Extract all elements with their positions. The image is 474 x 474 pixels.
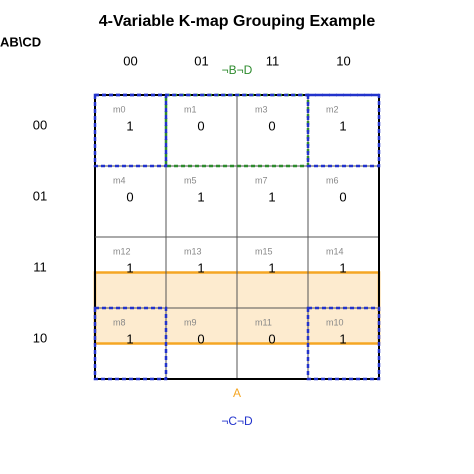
minterm-label: m6 <box>326 175 339 185</box>
cell-value: 0 <box>197 331 204 346</box>
cell-value: 1 <box>339 118 346 133</box>
minterm-label: m4 <box>113 175 126 185</box>
minterm-label: m11 <box>255 317 272 327</box>
minterm-label: m15 <box>255 246 273 256</box>
column-header: 00 <box>123 53 137 68</box>
cell-value: 1 <box>268 260 275 275</box>
group-label: A <box>233 386 241 400</box>
minterm-label: m9 <box>184 317 197 327</box>
minterm-label: m12 <box>113 246 131 256</box>
column-header: 10 <box>336 53 350 68</box>
row-label: 00 <box>33 117 47 132</box>
cell-value: 1 <box>197 260 204 275</box>
cell-value: 1 <box>268 189 275 204</box>
minterm-label: m13 <box>184 246 202 256</box>
row-label: 01 <box>33 188 47 203</box>
cell-value: 1 <box>126 260 133 275</box>
group-box <box>306 306 381 381</box>
minterm-label: m10 <box>326 317 344 327</box>
cell-value: 0 <box>268 331 275 346</box>
minterm-label: m5 <box>184 175 197 185</box>
minterm-label: m1 <box>184 104 197 114</box>
minterm-label: m2 <box>326 104 339 114</box>
row-label: 11 <box>33 259 47 274</box>
cell-value: 0 <box>268 118 275 133</box>
row-label: 10 <box>33 330 47 345</box>
group-label: ¬B¬D <box>222 63 253 77</box>
minterm-label: m7 <box>255 175 268 185</box>
cell-value: 1 <box>126 331 133 346</box>
corner-label: AB\CD <box>0 34 41 49</box>
minterm-label: m0 <box>113 104 126 114</box>
cell-value: 1 <box>197 189 204 204</box>
cell-value: 1 <box>126 118 133 133</box>
group-box <box>93 306 168 381</box>
column-header: 01 <box>194 53 208 68</box>
title: 4-Variable K-map Grouping Example <box>99 13 376 30</box>
minterm-label: m14 <box>326 246 344 256</box>
minterm-label: m3 <box>255 104 268 114</box>
cell-value: 0 <box>197 118 204 133</box>
column-header: 11 <box>266 53 280 68</box>
cell-value: 0 <box>339 189 346 204</box>
cell-value: 0 <box>126 189 133 204</box>
cell-value: 1 <box>339 260 346 275</box>
minterm-label: m8 <box>113 317 126 327</box>
cell-value: 1 <box>339 331 346 346</box>
group-label: ¬C¬D <box>221 414 253 428</box>
